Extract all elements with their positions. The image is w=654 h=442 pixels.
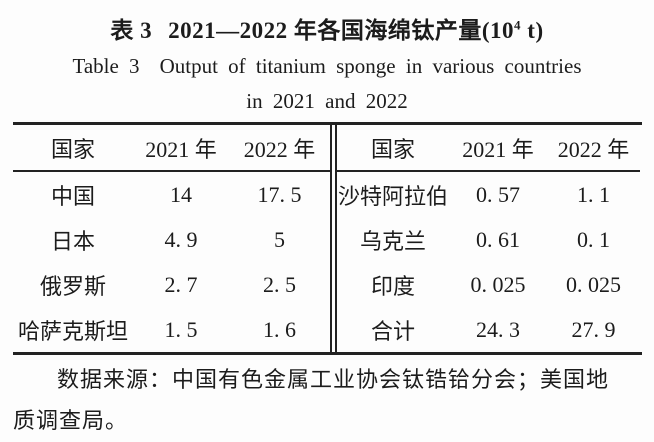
country-name: 日本: [50, 228, 95, 254]
value-2022: 1. 1: [577, 181, 610, 207]
table-caption-cn: 表 3 2021—2022 年各国海绵钛产量(104 t): [0, 11, 654, 45]
table-row-total: 合计 24. 3 27. 9: [337, 307, 640, 352]
data-source-line1: 数据来源：中国有色金属工业协会钛锆铪分会；美国地: [57, 367, 610, 392]
table-number-en: Table 3: [72, 54, 140, 78]
table-title-en: Output of titanium sponge in various cou…: [159, 54, 582, 78]
table-row-china: 中国 14 17. 5: [13, 172, 330, 217]
country-name: 乌克兰: [359, 228, 426, 254]
column-header-2022: 2022 年: [557, 136, 630, 162]
value-2021: 0. 57: [476, 181, 520, 207]
table-title-cn: 2021—2022 年各国海绵钛产量(10: [168, 18, 515, 43]
column-header-country: 国家: [50, 136, 95, 162]
value-2021: 24. 3: [476, 316, 520, 342]
table-caption-en: Table 3 Output of titanium sponge in vari…: [0, 54, 654, 79]
country-name: 哈萨克斯坦: [17, 318, 128, 344]
value-2021: 1. 5: [164, 316, 198, 342]
table-header-row-right: 国家 2021 年 2022 年: [337, 125, 640, 172]
table-row-japan: 日本 4. 9 5: [13, 217, 330, 262]
value-2022: 1. 6: [263, 316, 296, 342]
table-left-half: 国家 2021 年 2022 年 中国 14 17. 5 日本 4. 9 5 俄…: [13, 125, 330, 352]
table-row-kazakhstan: 哈萨克斯坦 1. 5 1. 6: [13, 307, 330, 352]
data-source-note: 数据来源：中国有色金属工业协会钛锆铪分会；美国地 质调查局。: [13, 359, 645, 441]
titanium-sponge-table: 国家 2021 年 2022 年 中国 14 17. 5 日本 4. 9 5 俄…: [13, 122, 642, 355]
country-name: 合计: [370, 318, 415, 344]
country-name: 沙特阿拉伯: [337, 183, 448, 209]
table-row-ukraine: 乌克兰 0. 61 0. 1: [337, 217, 640, 262]
table-header-row-left: 国家 2021 年 2022 年: [13, 125, 330, 172]
value-2021: 14: [170, 181, 192, 207]
value-2022: 0. 025: [566, 271, 621, 297]
unit-exponent: 4: [514, 17, 522, 33]
country-name: 俄罗斯: [39, 273, 106, 299]
country-name: 印度: [370, 273, 415, 299]
country-name: 中国: [50, 183, 95, 209]
data-source-line2: 质调查局。: [13, 408, 129, 433]
column-header-2021: 2021 年: [145, 136, 217, 162]
value-2022: 0. 1: [577, 226, 610, 252]
value-2022: 2. 5: [263, 271, 296, 297]
value-2022: 27. 9: [571, 316, 616, 342]
column-header-2022: 2022 年: [243, 136, 316, 162]
table-right-half: 国家 2021 年 2022 年 沙特阿拉伯 0. 57 1. 1 乌克兰 0.…: [337, 125, 640, 352]
value-2021: 4. 9: [164, 226, 198, 252]
value-2022: 5: [274, 226, 285, 252]
table-caption-en-line2: in 2021 and 2022: [246, 89, 408, 113]
value-2021: 0. 61: [476, 226, 520, 252]
value-2021: 2. 7: [164, 271, 198, 297]
table-row-india: 印度 0. 025 0. 025: [337, 262, 640, 307]
table-center-double-rule: [330, 125, 337, 352]
table-row-saudi-arabia: 沙特阿拉伯 0. 57 1. 1: [337, 172, 640, 217]
column-header-country: 国家: [370, 136, 415, 162]
value-2022: 17. 5: [257, 181, 302, 207]
column-header-2021: 2021 年: [462, 136, 534, 162]
value-2021: 0. 025: [470, 271, 526, 297]
table-number-cn: 表 3: [110, 18, 153, 43]
unit-tail: t): [521, 18, 544, 43]
table-row-russia: 俄罗斯 2. 7 2. 5: [13, 262, 330, 307]
